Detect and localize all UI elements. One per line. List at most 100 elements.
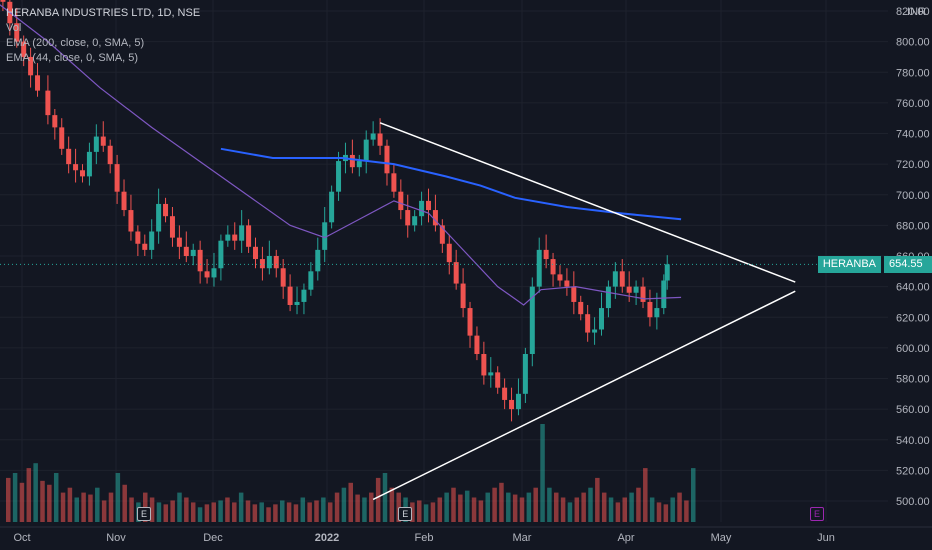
- volume-bar: [6, 477, 11, 522]
- volume-bar: [499, 482, 504, 522]
- candle-down: [52, 115, 58, 128]
- volume-bar: [300, 497, 306, 522]
- volume-bar: [547, 487, 552, 522]
- candle-down: [626, 286, 632, 293]
- candle-down: [564, 280, 570, 287]
- y-tick-label: 820.00: [896, 6, 930, 18]
- volume-bar: [225, 497, 230, 522]
- candle-down: [509, 399, 515, 410]
- candle-down: [550, 259, 556, 275]
- volume-bar: [554, 492, 559, 522]
- volume-bar: [362, 497, 367, 522]
- candle-down: [169, 216, 175, 238]
- candle-up: [336, 161, 342, 192]
- candle-down: [439, 225, 445, 244]
- candle-down: [28, 56, 34, 76]
- volume-bar: [560, 497, 566, 522]
- earnings-marker-icon[interactable]: E: [137, 507, 152, 521]
- candle-up: [86, 151, 92, 177]
- candle-down: [391, 173, 397, 192]
- candle-down: [142, 243, 148, 250]
- candle-up: [211, 268, 217, 278]
- candle-up: [322, 222, 328, 250]
- volume-bar: [232, 502, 237, 522]
- volume-bar: [615, 502, 621, 522]
- ema200-line: [220, 147, 682, 221]
- y-tick-label: 600.00: [896, 343, 930, 355]
- x-tick-label: Oct: [13, 532, 30, 544]
- volume-bar: [108, 492, 114, 522]
- volume-bar: [204, 504, 210, 522]
- candle-down: [481, 354, 487, 376]
- volume-bar: [677, 492, 682, 522]
- candle-down: [640, 286, 646, 302]
- candle-down: [398, 191, 404, 211]
- y-tick-label: 580.00: [896, 374, 930, 386]
- volume-bar: [355, 494, 360, 522]
- volume-bar: [389, 487, 395, 522]
- volume-bar: [485, 492, 490, 522]
- y-tick-label: 700.00: [896, 190, 930, 202]
- volume-bar: [382, 473, 388, 522]
- candle-down: [59, 127, 65, 149]
- volume-bar: [417, 500, 422, 522]
- candle-down: [253, 246, 258, 260]
- candle-up: [599, 308, 604, 330]
- candle-down: [66, 148, 72, 165]
- volume-bar: [327, 502, 333, 522]
- volume-bar: [218, 500, 223, 522]
- volume-bar: [74, 497, 79, 522]
- candle-up: [356, 161, 362, 168]
- candle-down: [273, 256, 279, 269]
- candle-up: [149, 231, 155, 250]
- y-tick-label: 500.00: [896, 496, 930, 508]
- volume-bar: [656, 502, 662, 522]
- y-tick-label: 780.00: [896, 67, 930, 79]
- candle-up: [301, 289, 307, 302]
- trendline: [372, 290, 796, 501]
- candle-up: [488, 372, 494, 376]
- volume-bar: [375, 477, 381, 522]
- earnings-marker-icon[interactable]: E: [398, 507, 413, 521]
- candle-up: [536, 249, 542, 287]
- volume-bar: [608, 497, 614, 522]
- candle-up: [605, 286, 611, 309]
- candle-down: [107, 145, 113, 165]
- candle-down: [204, 271, 210, 278]
- candle-up: [661, 280, 667, 309]
- volume-bar: [348, 482, 353, 522]
- earnings-marker-icon[interactable]: E: [810, 507, 825, 521]
- y-tick-label: 740.00: [896, 129, 930, 141]
- volume-bar: [259, 502, 264, 522]
- volume-bar: [197, 507, 203, 522]
- x-tick-label: Dec: [203, 532, 223, 544]
- volume-bar: [245, 500, 251, 522]
- candle-down: [183, 246, 189, 256]
- y-tick-label: 760.00: [896, 98, 930, 110]
- volume-bar: [410, 502, 415, 522]
- volume-bar: [471, 497, 477, 522]
- volume-bar: [314, 500, 319, 522]
- volume-bar: [321, 497, 326, 522]
- ema44-line: [0, 4, 682, 306]
- volume-bar: [533, 487, 538, 522]
- candle-down: [21, 41, 27, 57]
- volume-bar: [129, 497, 134, 522]
- candle-up: [412, 216, 418, 226]
- currency-label: INR: [907, 6, 926, 18]
- candle-up: [529, 286, 535, 354]
- volume-bar: [670, 497, 675, 522]
- candle-down: [73, 164, 79, 171]
- volume-bar: [369, 492, 374, 522]
- candle-up: [239, 225, 245, 241]
- symbol-label: HERANBA: [817, 256, 881, 273]
- candle-down: [502, 387, 508, 400]
- candle-down: [571, 286, 577, 302]
- volume-bar: [540, 424, 545, 522]
- candle-down: [349, 154, 355, 168]
- candle-up: [190, 249, 196, 256]
- volume-bar: [286, 502, 292, 522]
- candle-up: [93, 136, 99, 152]
- volume-bar: [101, 500, 107, 522]
